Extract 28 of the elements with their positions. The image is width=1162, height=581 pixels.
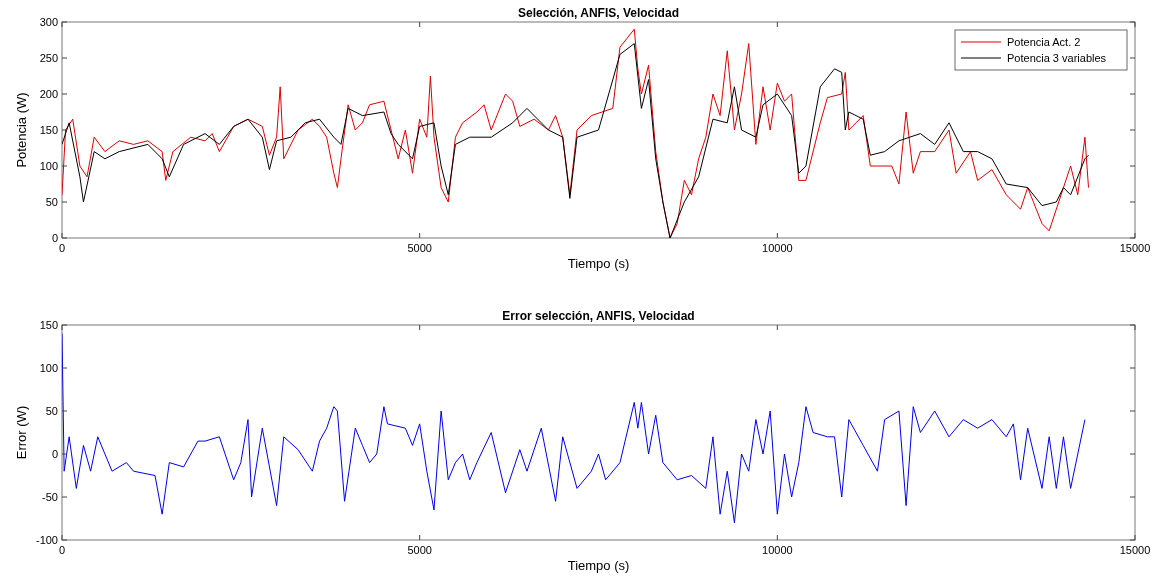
x-tick-label: 15000 — [1119, 242, 1151, 254]
y-tick-label: -50 — [42, 491, 58, 503]
y-tick-label: 200 — [39, 88, 58, 100]
y-tick-label: 0 — [51, 232, 58, 244]
y-tick-label: 150 — [39, 124, 58, 136]
x-tick-label: 15000 — [1119, 544, 1151, 556]
chart-title: Selección, ANFIS, Velocidad — [518, 6, 679, 20]
y-tick-label: 50 — [45, 405, 58, 417]
x-axis-title: Tiempo (s) — [567, 256, 630, 271]
legend-label: Potencia 3 variables — [1007, 52, 1107, 64]
y-tick-label: 300 — [39, 16, 58, 28]
x-tick-label: 5000 — [407, 242, 432, 254]
x-tick-label: 10000 — [762, 242, 793, 254]
line-series — [62, 333, 1086, 524]
y-tick-label: 100 — [39, 160, 58, 172]
chart-title: Error selección, ANFIS, Velocidad — [502, 309, 695, 323]
y-tick-label: 100 — [39, 362, 58, 374]
legend-label: Potencia Act. 2 — [1007, 36, 1081, 48]
y-tick-label: -100 — [35, 534, 58, 546]
y-axis-title: Potencia (W) — [14, 92, 29, 168]
x-tick-label: 10000 — [762, 544, 793, 556]
y-tick-label: 150 — [39, 319, 58, 331]
x-tick-label: 5000 — [407, 544, 432, 556]
y-axis-title: Error (W) — [14, 405, 29, 460]
y-tick-label: 250 — [39, 52, 58, 64]
x-axis-title: Tiempo (s) — [567, 558, 630, 573]
y-tick-label: 0 — [51, 448, 58, 460]
y-tick-label: 50 — [45, 196, 58, 208]
